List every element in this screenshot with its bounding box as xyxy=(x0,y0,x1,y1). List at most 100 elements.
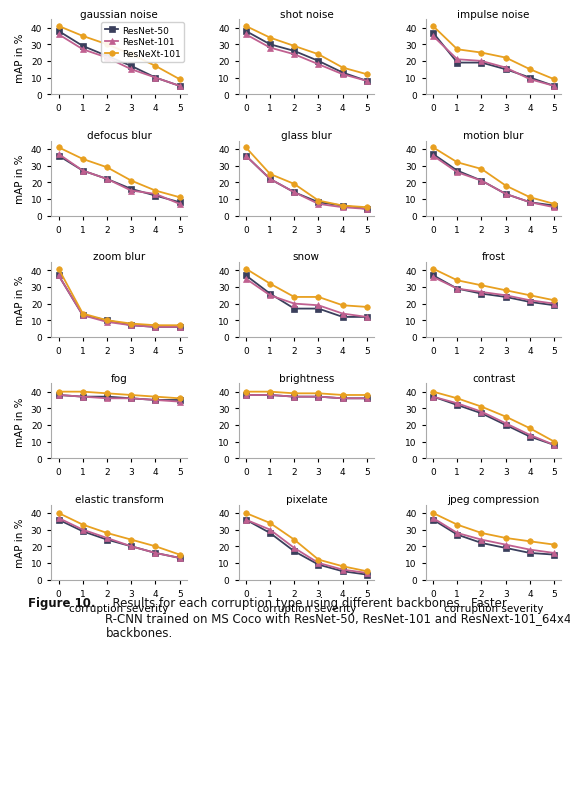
ResNet-50 xyxy=(128,542,135,551)
Line: ResNet-50: ResNet-50 xyxy=(430,31,557,89)
ResNet-50 xyxy=(104,535,111,545)
ResNet-101 xyxy=(454,399,461,409)
ResNet-101 xyxy=(55,30,62,40)
ResNet-101 xyxy=(551,440,557,450)
ResNet-101 xyxy=(79,166,86,176)
ResNet-101 xyxy=(267,526,274,535)
ResNeXt-101 xyxy=(454,45,461,55)
ResNet-50 xyxy=(55,27,62,36)
ResNeXt-101 xyxy=(315,555,322,564)
ResNet-50 xyxy=(79,42,86,52)
ResNeXt-101 xyxy=(242,388,249,397)
Y-axis label: mAP in %: mAP in % xyxy=(15,276,25,324)
ResNeXt-101 xyxy=(527,291,534,301)
ResNet-101 xyxy=(315,559,322,569)
ResNet-101 xyxy=(430,393,437,402)
ResNeXt-101 xyxy=(242,144,249,153)
ResNet-50 xyxy=(527,298,534,307)
Line: ResNet-50: ResNet-50 xyxy=(243,393,370,401)
ResNet-101 xyxy=(152,323,159,333)
ResNet-50 xyxy=(478,290,485,299)
ResNeXt-101 xyxy=(267,280,274,290)
ResNet-50 xyxy=(79,166,86,176)
ResNet-101 xyxy=(430,152,437,161)
ResNeXt-101 xyxy=(242,22,249,32)
ResNeXt-101 xyxy=(454,394,461,404)
Title: brightness: brightness xyxy=(279,373,334,383)
ResNeXt-101 xyxy=(55,508,62,518)
ResNet-50 xyxy=(152,191,159,201)
ResNeXt-101 xyxy=(242,264,249,274)
ResNet-101 xyxy=(267,291,274,301)
ResNet-50 xyxy=(430,150,437,160)
ResNeXt-101 xyxy=(152,187,159,196)
ResNeXt-101 xyxy=(364,303,371,312)
ResNeXt-101 xyxy=(527,193,534,203)
ResNet-50 xyxy=(364,77,371,87)
ResNet-101 xyxy=(454,529,461,539)
ResNet-101 xyxy=(315,200,322,209)
ResNet-101 xyxy=(291,393,298,402)
ResNet-50 xyxy=(242,515,249,525)
ResNet-101 xyxy=(152,548,159,558)
ResNet-101 xyxy=(104,534,111,543)
ResNet-101 xyxy=(104,318,111,328)
ResNet-50 xyxy=(79,527,86,537)
ResNeXt-101 xyxy=(291,293,298,303)
Line: ResNeXt-101: ResNeXt-101 xyxy=(243,267,370,311)
ResNeXt-101 xyxy=(454,520,461,530)
ResNet-50 xyxy=(79,393,86,402)
ResNeXt-101 xyxy=(152,393,159,402)
Line: ResNeXt-101: ResNeXt-101 xyxy=(56,24,182,83)
ResNet-101 xyxy=(315,393,322,402)
ResNet-101 xyxy=(364,204,371,214)
ResNet-50 xyxy=(315,57,322,67)
ResNet-101 xyxy=(478,407,485,417)
ResNet-101 xyxy=(478,57,485,67)
ResNet-50 xyxy=(315,560,322,570)
ResNet-50 xyxy=(315,304,322,314)
ResNet-101 xyxy=(339,565,346,575)
ResNet-101 xyxy=(242,515,249,525)
ResNet-50 xyxy=(104,316,111,326)
Line: ResNet-50: ResNet-50 xyxy=(243,273,370,320)
Y-axis label: mAP in %: mAP in % xyxy=(15,154,25,204)
ResNet-50 xyxy=(364,394,371,404)
ResNet-101 xyxy=(454,55,461,65)
ResNet-101 xyxy=(291,188,298,198)
ResNet-101 xyxy=(551,82,557,92)
Title: gaussian noise: gaussian noise xyxy=(80,10,158,19)
ResNeXt-101 xyxy=(104,163,111,173)
ResNeXt-101 xyxy=(364,567,371,577)
Line: ResNet-101: ResNet-101 xyxy=(430,275,557,307)
ResNet-50 xyxy=(502,543,509,553)
ResNet-101 xyxy=(454,168,461,178)
Title: zoom blur: zoom blur xyxy=(93,252,145,262)
Line: ResNet-50: ResNet-50 xyxy=(56,153,182,206)
ResNet-50 xyxy=(128,62,135,71)
Title: fog: fog xyxy=(111,373,128,383)
ResNeXt-101 xyxy=(267,169,274,179)
ResNet-101 xyxy=(527,431,534,440)
ResNet-101 xyxy=(176,553,183,563)
ResNet-101 xyxy=(527,296,534,306)
ResNet-50 xyxy=(430,28,437,38)
Line: ResNeXt-101: ResNeXt-101 xyxy=(56,511,182,558)
ResNeXt-101 xyxy=(478,281,485,291)
ResNeXt-101 xyxy=(152,542,159,551)
ResNet-101 xyxy=(502,540,509,550)
Line: ResNet-50: ResNet-50 xyxy=(243,517,370,577)
ResNet-101 xyxy=(128,394,135,404)
ResNet-50 xyxy=(551,440,557,450)
ResNet-50 xyxy=(339,394,346,404)
ResNeXt-101 xyxy=(176,321,183,331)
ResNeXt-101 xyxy=(527,537,534,547)
ResNet-50 xyxy=(527,74,534,84)
ResNet-50 xyxy=(339,567,346,577)
Line: ResNeXt-101: ResNeXt-101 xyxy=(243,24,370,78)
ResNet-50 xyxy=(291,547,298,556)
ResNeXt-101 xyxy=(478,529,485,539)
ResNet-50 xyxy=(364,313,371,323)
ResNeXt-101 xyxy=(315,50,322,60)
Line: ResNet-50: ResNet-50 xyxy=(430,273,557,309)
